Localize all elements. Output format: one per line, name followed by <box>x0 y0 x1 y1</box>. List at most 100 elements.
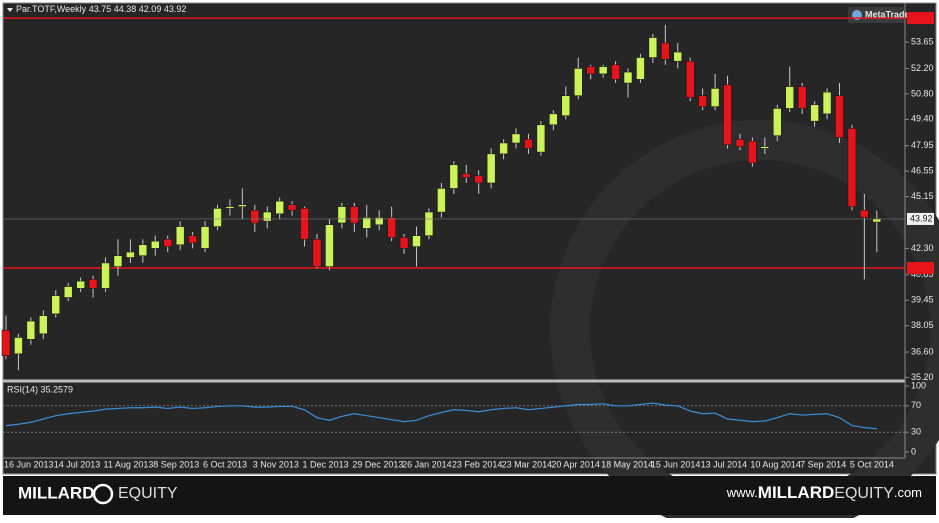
candle-body <box>188 235 197 244</box>
candle-body <box>524 139 533 149</box>
rsi-tick-label: 0 <box>911 446 916 456</box>
candle-body <box>536 124 546 153</box>
candle-body <box>698 95 707 107</box>
candle-body <box>661 42 670 60</box>
site-brand: MILLARD <box>758 483 834 502</box>
x-tick-label: 23 Feb 2014 <box>452 459 503 469</box>
candle-body <box>611 64 620 80</box>
candle-body <box>325 224 334 267</box>
rsi-line <box>5 402 877 430</box>
candle-body <box>723 84 732 146</box>
logo-text: MetaTrader <box>865 9 914 19</box>
candle-body <box>200 226 210 249</box>
x-tick-label: 5 Oct 2014 <box>850 459 894 469</box>
candle-body <box>835 95 844 138</box>
site-brand-2: EQUITY <box>834 485 894 502</box>
candle-body <box>63 286 73 298</box>
candle-body <box>598 66 608 75</box>
x-tick-label: 26 Jan 2014 <box>402 459 452 469</box>
brand-2: EQUITY <box>118 485 178 502</box>
chart-header: Par.TOTF,Weekly 43.75 44.38 42.09 43.92 <box>16 4 186 14</box>
candle-body <box>636 57 645 80</box>
candle-body <box>51 295 61 315</box>
candle-body <box>151 240 160 249</box>
brand-logo <box>92 483 114 505</box>
level-tag <box>907 12 934 25</box>
candle-body <box>785 86 794 109</box>
x-tick-label: 15 Jun 2014 <box>651 459 701 469</box>
candle-body <box>287 204 297 211</box>
y-tick-label: 38.05 <box>911 320 934 330</box>
x-tick-label: 1 Dec 2013 <box>303 459 349 469</box>
x-tick-label: 29 Dec 2013 <box>352 459 403 469</box>
menu-arrow <box>7 8 13 12</box>
candle-body <box>126 251 135 258</box>
candle-body <box>225 206 235 209</box>
x-tick-label: 13 Jul 2014 <box>701 459 748 469</box>
site-suffix: .com <box>894 485 922 500</box>
candle-body <box>437 188 446 213</box>
candle-body <box>748 140 757 164</box>
candle-body <box>175 226 185 246</box>
candle-body <box>648 37 658 58</box>
x-tick-label: 7 Sep 2014 <box>800 459 846 469</box>
x-tick-label: 18 May 2014 <box>601 459 653 469</box>
candle-body <box>710 88 720 107</box>
last-high: 44.38 <box>114 4 137 14</box>
site-prefix: www. <box>726 485 758 500</box>
candle-body <box>561 95 571 116</box>
logo-box <box>848 7 904 23</box>
x-tick-label: 8 Sep 2013 <box>153 459 199 469</box>
symbol: Par.TOTF,Weekly <box>16 4 87 14</box>
candle-body <box>14 337 23 355</box>
x-tick-label: 23 Mar 2014 <box>502 459 553 469</box>
candle-body <box>735 139 745 147</box>
candle-body <box>499 142 508 155</box>
candle-body <box>213 208 222 227</box>
candle-body <box>138 244 148 256</box>
y-tick-label: 40.85 <box>911 269 934 279</box>
x-tick-label: 16 Jun 2013 <box>4 459 54 469</box>
x-tick-label: 6 Oct 2013 <box>203 459 247 469</box>
rsi-tick-label: 30 <box>911 427 921 437</box>
candle-body <box>760 146 770 149</box>
brand: MILLARD <box>18 483 94 502</box>
candle-body <box>623 71 633 84</box>
rsi-tick-label: 70 <box>911 400 921 410</box>
candle-body <box>101 262 110 289</box>
x-tick-label: 11 Aug 2013 <box>104 459 154 469</box>
candle-body <box>250 209 260 224</box>
candle-body <box>39 315 48 335</box>
candle-body <box>374 217 384 226</box>
candle-body <box>88 279 98 289</box>
candle-body <box>26 320 36 340</box>
last-close: 43.92 <box>164 4 187 14</box>
x-tick-label: 14 Jul 2013 <box>54 459 101 469</box>
candle-body <box>362 217 372 229</box>
last-price-tag <box>907 212 934 225</box>
y-tick-label: 50.80 <box>911 88 934 98</box>
candle-body <box>872 218 882 223</box>
candle-body <box>412 235 421 247</box>
candle-body <box>462 173 471 178</box>
candle-body <box>810 104 819 122</box>
level-tag <box>907 262 934 275</box>
candle-body <box>399 237 409 249</box>
y-tick-label: 35.20 <box>911 372 934 382</box>
candle-body <box>822 91 832 115</box>
last-price-label: 43.92 <box>910 213 933 223</box>
candle-body <box>300 208 309 240</box>
last-open: 43.75 <box>89 4 112 14</box>
candle-body <box>586 66 595 75</box>
candle-body <box>275 200 284 215</box>
candle-body <box>163 239 172 247</box>
rsi-tick-label: 100 <box>911 380 926 390</box>
y-tick-label: 46.55 <box>911 166 934 176</box>
candle-body <box>387 217 396 238</box>
candle-body <box>797 86 807 109</box>
candle-body <box>511 133 521 144</box>
candle-body <box>76 280 85 289</box>
y-tick-label: 39.45 <box>911 295 934 305</box>
y-tick-label: 47.95 <box>911 140 934 150</box>
